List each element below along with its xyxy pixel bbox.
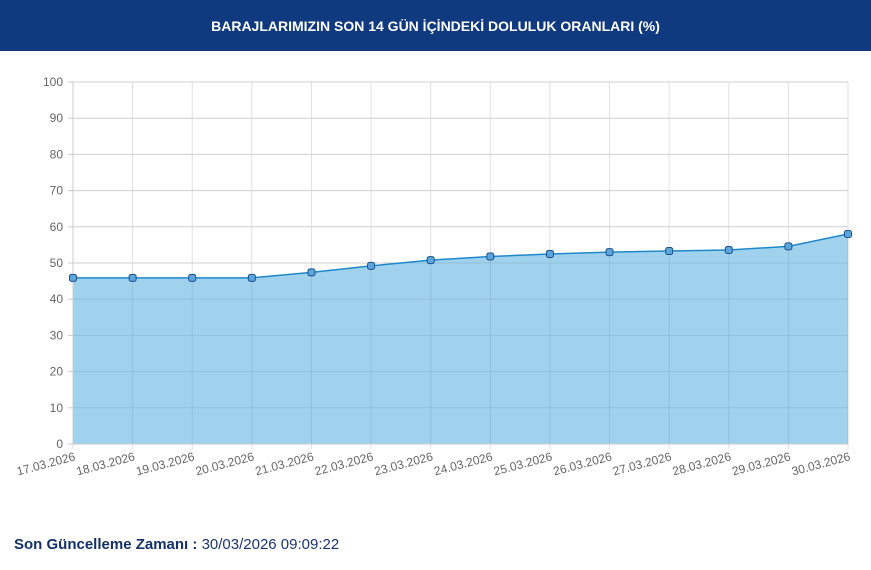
x-tick-label: 29.03.2026 — [731, 449, 793, 478]
data-point — [188, 273, 197, 282]
x-tick-label: 25.03.2026 — [492, 449, 554, 478]
y-tick-label: 20 — [50, 365, 64, 379]
x-tick-label: 17.03.2026 — [15, 449, 77, 478]
data-point — [69, 273, 77, 282]
last-update-label: Son Güncelleme Zamanı : — [14, 536, 198, 553]
y-tick-label: 70 — [50, 184, 64, 198]
x-tick-label: 21.03.2026 — [254, 449, 316, 478]
data-point — [724, 245, 733, 254]
data-point — [486, 252, 495, 261]
last-update-value: 30/03/2026 09:09:22 — [201, 536, 340, 553]
last-update: Son Güncelleme Zamanı : 30/03/2026 09:09… — [14, 536, 339, 553]
x-tick-label: 26.03.2026 — [552, 449, 614, 478]
x-tick-label: 18.03.2026 — [75, 449, 137, 478]
x-tick-label: 20.03.2026 — [194, 449, 256, 478]
y-tick-label: 0 — [56, 437, 63, 451]
y-tick-label: 100 — [43, 75, 63, 89]
chart-title: BARAJLARIMIZIN SON 14 GÜN İÇİNDEKİ DOLUL… — [211, 17, 660, 34]
y-tick-label: 60 — [50, 220, 64, 234]
x-tick-label: 27.03.2026 — [611, 449, 673, 478]
x-tick-label: 23.03.2026 — [373, 449, 435, 478]
y-tick-label: 90 — [50, 111, 64, 125]
x-tick-label: 19.03.2026 — [134, 449, 196, 478]
data-point — [247, 273, 256, 282]
data-point — [784, 242, 793, 251]
data-point — [307, 268, 316, 277]
y-tick-label: 30 — [50, 328, 64, 342]
x-tick-label: 24.03.2026 — [432, 449, 494, 478]
y-tick-label: 10 — [50, 401, 64, 415]
chart-header: BARAJLARIMIZIN SON 14 GÜN İÇİNDEKİ DOLUL… — [0, 0, 871, 51]
x-tick-label: 30.03.2026 — [790, 449, 852, 478]
data-point — [844, 230, 852, 239]
x-tick-label: 28.03.2026 — [671, 449, 733, 478]
y-tick-label: 80 — [50, 147, 64, 161]
y-tick-label: 40 — [50, 292, 64, 306]
data-point — [545, 249, 554, 258]
y-tick-label: 50 — [50, 256, 64, 270]
series-line — [73, 233, 849, 279]
data-point — [367, 261, 376, 270]
data-point — [665, 247, 674, 256]
area-chart: 0 10 20 30 40 50 60 70 80 90 100 17.03.202618.03.20… — [15, 75, 852, 478]
data-point — [128, 273, 137, 282]
area-fill — [73, 234, 848, 444]
data-point — [426, 256, 435, 265]
data-point — [605, 248, 614, 257]
x-tick-label: 22.03.2026 — [313, 449, 375, 478]
